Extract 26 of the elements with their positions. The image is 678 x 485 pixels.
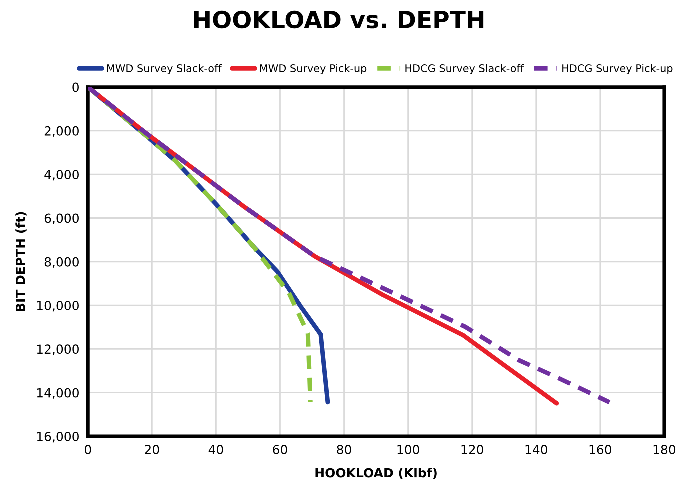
- y-tick-label: 10,000: [37, 301, 79, 312]
- legend-label: MWD Survey Slack-off: [107, 64, 222, 74]
- x-tick-label: 100: [398, 445, 420, 455]
- y-tick-label: 2,000: [44, 126, 79, 138]
- legend-label: MWD Survey Pick-up: [260, 64, 367, 74]
- chart-title: HOOKLOAD vs. DEPTH: [194, 10, 484, 29]
- y-tick-label: 6,000: [44, 214, 79, 224]
- x-axis-title: HOOKLOAD (Klbf): [316, 468, 437, 480]
- x-tick-label: 20: [145, 445, 160, 455]
- y-tick-label: 12,000: [37, 344, 79, 356]
- legend-label: HDCG Survey Pick-up: [562, 64, 673, 74]
- x-tick-label: 80: [337, 445, 352, 455]
- x-tick-label: 0: [84, 445, 92, 455]
- y-tick-label: 0: [72, 82, 79, 92]
- y-tick-label: 14,000: [37, 388, 79, 400]
- legend-label: HDCG Survey Slack-off: [406, 64, 524, 74]
- x-tick-label: 140: [526, 445, 548, 455]
- y-tick-label: 16,000: [37, 432, 79, 443]
- x-tick-label: 40: [208, 445, 224, 455]
- y-axis-title: BIT DEPTH (ft): [16, 212, 27, 312]
- y-tick-label: 8,000: [44, 257, 79, 268]
- x-tick-label: 160: [590, 445, 612, 455]
- x-tick-label: 60: [273, 445, 288, 455]
- x-tick-label: 120: [462, 445, 484, 455]
- x-tick-label: 180: [654, 445, 676, 455]
- y-tick-label: 4,000: [44, 170, 79, 181]
